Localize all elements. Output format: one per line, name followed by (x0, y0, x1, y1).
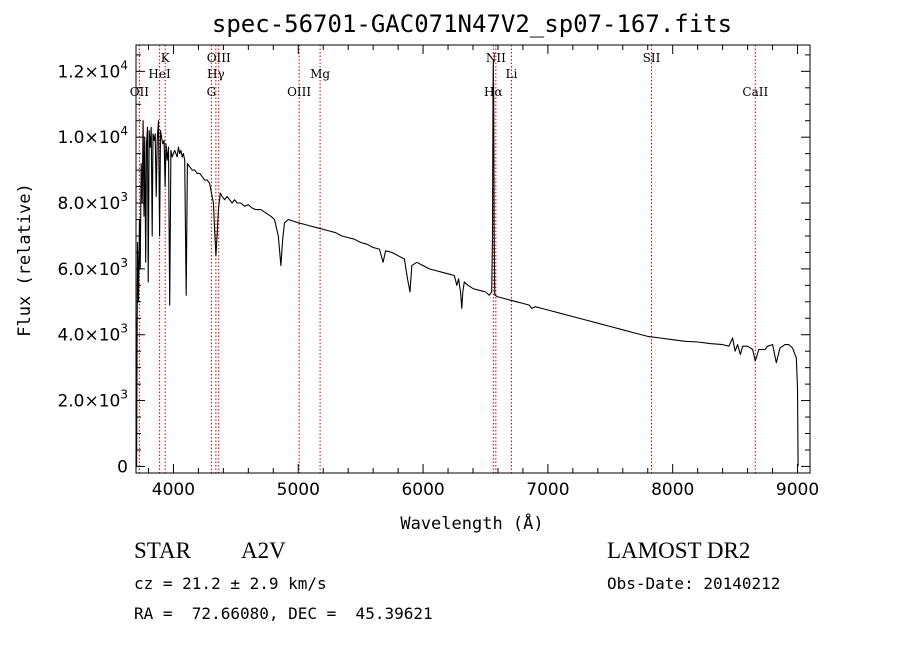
series-layer (135, 60, 799, 467)
line-markers (138, 45, 756, 473)
spectral-line-label: Mg (310, 67, 330, 81)
spectral-line-label: G (207, 85, 217, 99)
observation-date: Obs-Date: 20140212 (607, 574, 781, 593)
spectral-line-label: CaII (742, 85, 768, 99)
survey-name: LAMOST DR2 (607, 538, 751, 563)
plot-frame (135, 44, 811, 474)
spectral-line-label: NII (486, 51, 506, 65)
spectral-line-label: Li (506, 67, 518, 81)
chart-title: spec-56701-GAC071N47V2_sp07-167.fits (212, 10, 732, 38)
spectral-line-label: SII (643, 51, 661, 65)
x-tick-label: 6000 (401, 480, 444, 500)
y-tick-label: 1.2×104 (57, 58, 128, 82)
spectral-line-label: OIII (287, 85, 311, 99)
y-tick-label: 2.0×103 (57, 388, 128, 412)
y-tick-label: 4.0×103 (57, 322, 128, 346)
object-class: STAR (134, 538, 191, 563)
y-tick-label: 6.0×103 (57, 256, 128, 280)
sky-coordinates: RA = 72.66080, DEC = 45.39621 (134, 604, 433, 623)
x-tick-label: 5000 (277, 480, 320, 500)
x-axis-label: Wavelength (Å) (400, 512, 543, 534)
x-tick-label: 9000 (776, 480, 819, 500)
y-tick-label: 8.0×103 (57, 190, 128, 214)
spectral-line-label: K (161, 51, 171, 65)
y-tick-label: 1.0×104 (57, 124, 128, 148)
spectral-line-label: Hα (484, 85, 503, 99)
x-tick-label: 8000 (651, 480, 694, 500)
x-tick-label: 7000 (526, 480, 569, 500)
spectral-subclass: A2V (241, 538, 286, 563)
redshift-velocity: cz = 21.2 ± 2.9 km/s (134, 574, 327, 593)
spectral-line-label: Hγ (207, 67, 225, 81)
spectrum-series-line (135, 60, 799, 467)
y-tick-label: 0 (117, 457, 128, 477)
x-tick-label: 4000 (152, 480, 195, 500)
y-axis-label: Flux (relative) (15, 183, 35, 337)
spectral-line-label: OIII (207, 51, 231, 65)
spectral-line-label: OII (130, 85, 150, 99)
spectral-line-label: HeI (148, 67, 171, 81)
